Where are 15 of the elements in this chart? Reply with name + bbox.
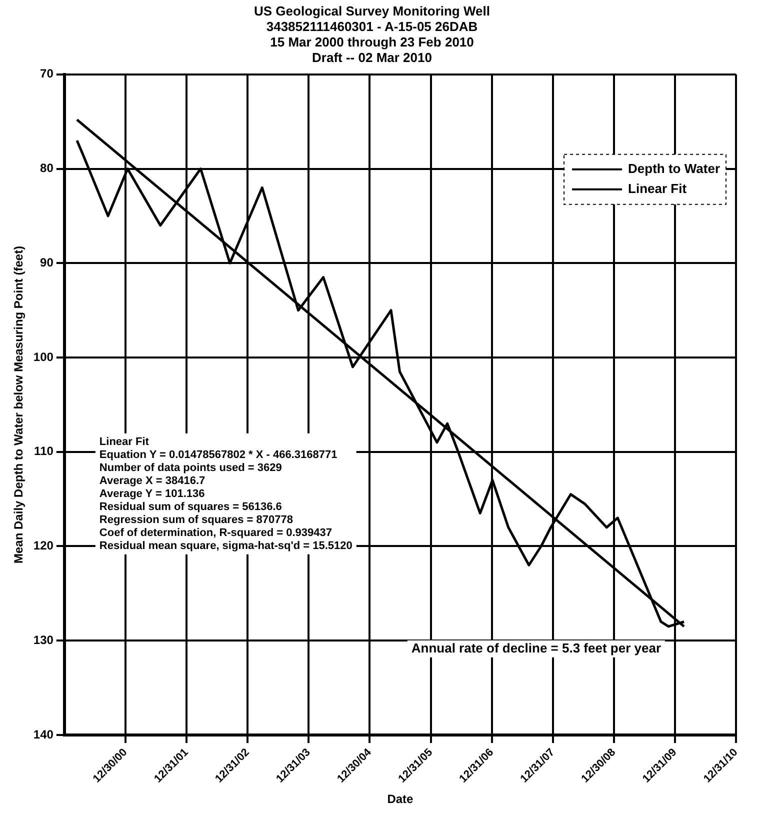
y-tick-label: 120 (33, 538, 54, 553)
legend-label: Depth to Water (628, 160, 720, 176)
y-axis-title: Mean Daily Depth to Water below Measuring Point (feet) (12, 246, 26, 564)
annotation: Annual rate of decline = 5.3 feet per year (411, 640, 661, 656)
y-tick-label: 110 (34, 444, 54, 458)
y-tick-label: 90 (40, 255, 54, 270)
y-tick-label: 70 (40, 66, 54, 81)
chart-title: US Geological Survey Monitoring Well 343852111460301 - A-15-05 26DAB 15 Mar 2000 through 23 Feb 2010 Draft -- 02 Mar 2010 (254, 3, 490, 66)
y-tick-label: 130 (33, 632, 54, 647)
legend-label: Linear Fit (628, 180, 688, 196)
y-tick-label: 100 (33, 350, 54, 364)
y-tick-label: 80 (40, 161, 54, 176)
text: Linear Fit Equation Y = 0.01478567802 * X - 466.3168771 Number of data points used = 3629 Average X = 38416.7 Average Y = 101.136 Residual sum of squares = 56136.6 Regression sum of squares = 870778 Coef of determination, R-squared = 0.939437 Residual mean square, sigma-hat-sq'd = 15.5120 (99, 436, 352, 552)
y-tick-label: 140 (33, 727, 54, 742)
x-axis-title: Date (387, 792, 414, 806)
